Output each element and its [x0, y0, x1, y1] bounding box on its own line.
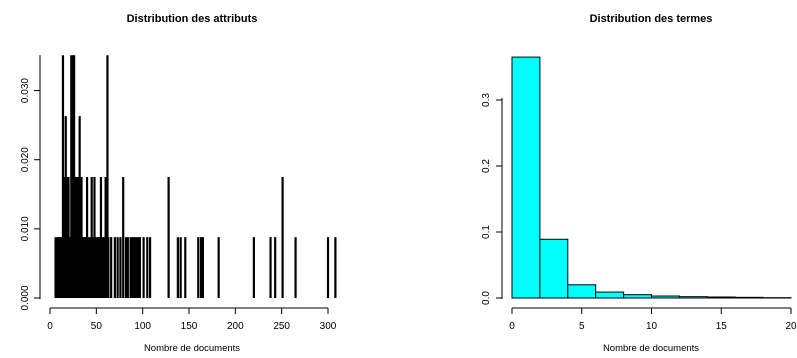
y-tick-label: 0.3	[481, 93, 492, 107]
y-tick-label: 0.1	[481, 225, 492, 239]
chart-title: Distribution des attributs	[127, 13, 258, 25]
x-tick-label: 0	[47, 321, 53, 332]
y-tick-label: 0.000	[20, 285, 31, 310]
y-tick-label: 0.0	[481, 291, 492, 305]
x-tick-label: 5	[579, 321, 585, 332]
histogram-bar	[567, 284, 597, 299]
y-tick-label: 0.020	[20, 147, 31, 172]
histogram-bar	[678, 296, 708, 299]
chart-termes: Distribution des termes 0 5 10 15 20 0.00.10…	[481, 13, 797, 354]
y-ticks: 0.000 0.010 0.020 0.030	[20, 78, 40, 311]
x-axis-label: Nombre de documents	[144, 343, 240, 354]
x-tick-label: 15	[716, 321, 728, 332]
x-tick-label: 100	[134, 321, 151, 332]
x-tick-label: 50	[91, 321, 103, 332]
x-tick-label: 250	[273, 321, 290, 332]
needle-bars	[54, 55, 337, 298]
chart-title: Distribution des termes	[590, 13, 713, 25]
x-tick-label: 0	[509, 321, 515, 332]
x-axis-label: Nombre de documents	[603, 343, 699, 354]
histogram-bar	[651, 295, 680, 299]
histogram-bar	[595, 291, 625, 299]
histogram-bars	[511, 56, 792, 299]
x-ticks: 0 5 10 15 20	[509, 308, 797, 332]
x-tick-label: 10	[646, 321, 658, 332]
x-tick-label: 150	[181, 321, 198, 332]
y-tick-label: 0.030	[20, 78, 31, 103]
chart-attributs: Distribution des attributs 0 50 100 150 200 2…	[20, 13, 337, 354]
x-ticks: 0 50 100 150 200 250 300	[47, 308, 337, 332]
histogram-bar	[511, 56, 541, 299]
x-tick-label: 20	[785, 321, 797, 332]
histogram-bar	[539, 238, 569, 299]
x-tick-label: 200	[227, 321, 244, 332]
x-tick-label: 300	[320, 321, 337, 332]
y-tick-label: 0.010	[20, 216, 31, 241]
histogram-bar	[623, 294, 652, 299]
y-ticks: 0.0 0.1 0.2 0.3	[481, 93, 502, 305]
histogram-bar	[734, 296, 764, 299]
histogram-bar	[706, 296, 736, 299]
y-tick-label: 0.2	[481, 159, 492, 173]
